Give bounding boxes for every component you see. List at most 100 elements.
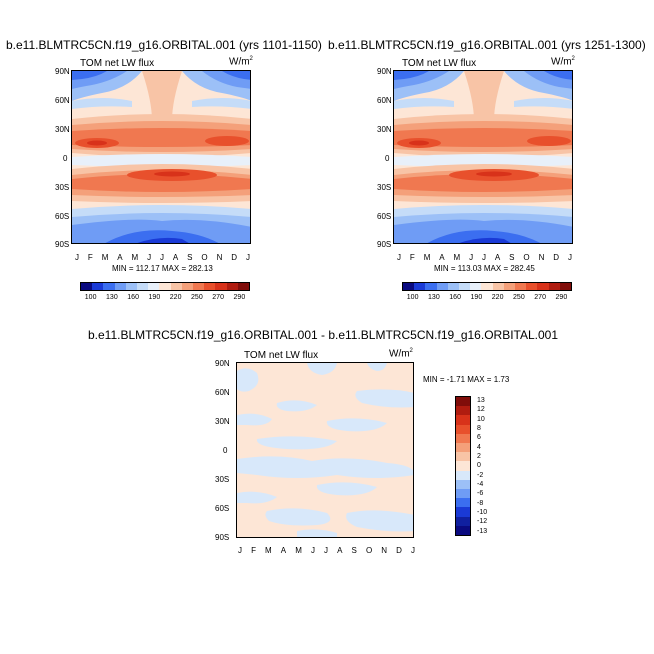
- colorbar-swatch: [470, 283, 482, 290]
- colorbar-swatch: [181, 283, 194, 290]
- panel2-colorbar: [402, 282, 572, 291]
- panel2-colorbar-label: 250: [513, 294, 525, 301]
- panel2-title: b.e11.BLMTRC5CN.f19_g16.ORBITAL.001 (yrs…: [328, 38, 646, 52]
- panel3-y-tick: 30N: [215, 417, 230, 426]
- panel1-y-tick: 60N: [55, 96, 70, 105]
- panel2-colorbar-label: 270: [534, 294, 546, 301]
- colorbar-swatch: [114, 283, 126, 290]
- colorbar-swatch: [456, 452, 470, 462]
- panel2-x-tick: F: [409, 253, 415, 262]
- panel3-x-tick: M: [265, 546, 272, 555]
- colorbar-swatch: [215, 283, 227, 290]
- panel2-min-max: MIN = 113.03 MAX = 282.45: [434, 264, 535, 273]
- panel1-x-tick: M: [101, 253, 109, 262]
- panel2-x-tick: J: [469, 253, 474, 262]
- panel1-colorbar-label: 270: [212, 294, 224, 301]
- colorbar-swatch: [456, 406, 470, 416]
- colorbar-swatch: [481, 283, 493, 290]
- panel2-y-tick: 90S: [377, 240, 392, 249]
- panel2-x-tick: A: [439, 253, 445, 262]
- panel3-plot-area: [236, 362, 414, 538]
- panel1-x-tick: F: [87, 253, 93, 262]
- panel3-x-tick: A: [337, 546, 343, 555]
- panel1-colorbar-label: 190: [148, 294, 161, 301]
- panel2-x-tick: M: [423, 253, 431, 262]
- panel1-y-tick: 90N: [55, 67, 70, 76]
- panel2-contour-field: [394, 71, 572, 243]
- panel3-y-tick: 90S: [215, 533, 230, 542]
- colorbar-swatch: [456, 443, 470, 453]
- colorbar-swatch: [526, 283, 538, 290]
- panel3-y-tick: 0: [223, 446, 228, 455]
- panel1-colorbar-label: 250: [191, 294, 203, 301]
- panel3-colorbar: [455, 396, 471, 536]
- panel3-x-tick: J: [310, 546, 315, 555]
- colorbar-swatch: [204, 283, 216, 290]
- panel3-colorbar-label: -6: [477, 490, 484, 498]
- colorbar-swatch: [137, 283, 149, 290]
- panel3-x-tick: N: [381, 546, 388, 555]
- panel3-variable-label: TOM net LW flux: [244, 350, 319, 361]
- panel1-x-tick: M: [131, 253, 139, 262]
- panel3-x-tick: F: [251, 546, 256, 555]
- panel1-x-tick: D: [231, 253, 238, 262]
- colorbar-swatch: [456, 415, 470, 425]
- panel2-colorbar-label: 100: [406, 294, 419, 301]
- colorbar-swatch: [503, 283, 516, 290]
- panel2-colorbar-label: 290: [555, 294, 568, 301]
- panel3-colorbar-label: 0: [477, 462, 481, 470]
- panel3-colorbar-label: 8: [477, 425, 481, 433]
- panel1-plot-area: [71, 70, 251, 244]
- panel1-x-tick: J: [160, 253, 165, 262]
- panel2-y-tick: 30N: [377, 125, 392, 134]
- panel3-colorbar-label: -13: [477, 527, 488, 535]
- panel3-units-label: W/m2: [389, 348, 413, 360]
- panel3-colorbar-label: -10: [477, 509, 488, 517]
- panel2-x-tick: S: [509, 253, 515, 262]
- panel2-units-label: W/m2: [551, 56, 575, 68]
- panel1-title: b.e11.BLMTRC5CN.f19_g16.ORBITAL.001 (yrs…: [6, 38, 322, 52]
- panel1-x-tick: J: [245, 253, 250, 262]
- panel2-y-tick: 90N: [377, 67, 392, 76]
- panel2-x-tick: J: [397, 253, 401, 262]
- colorbar-swatch: [237, 283, 250, 290]
- colorbar-swatch: [456, 516, 470, 526]
- colorbar-swatch: [492, 283, 504, 290]
- colorbar-swatch: [414, 283, 426, 290]
- panel2-x-tick: D: [553, 253, 560, 262]
- colorbar-swatch: [81, 283, 93, 290]
- panel2-colorbar-label: 220: [491, 294, 504, 301]
- panel1-y-tick: 90S: [55, 240, 70, 249]
- panel1-x-tick: O: [201, 253, 208, 262]
- panel3-y-tick: 60S: [215, 504, 230, 513]
- panel2-y-tick: 60N: [377, 96, 392, 105]
- panel1-colorbar-label: 160: [127, 294, 139, 301]
- colorbar-swatch: [537, 283, 549, 290]
- panel2-colorbar-label: 190: [470, 294, 483, 301]
- panel3-x-tick: O: [365, 546, 373, 555]
- colorbar-swatch: [456, 525, 470, 536]
- panel2-x-tick: J: [567, 253, 572, 262]
- panel3-colorbar-label: -8: [477, 499, 484, 507]
- panel1-colorbar-label: 220: [169, 294, 182, 301]
- panel3-colorbar-label: -2: [477, 471, 484, 479]
- panel1-x-tick: J: [75, 253, 79, 262]
- colorbar-swatch: [456, 498, 470, 508]
- panel3-colorbar-label: 2: [477, 453, 481, 461]
- colorbar-swatch: [456, 479, 470, 490]
- panel2-plot-area: [393, 70, 573, 244]
- colorbar-swatch: [193, 283, 205, 290]
- panel1-x-ticks: J F M A M J J A S O N D J: [75, 253, 250, 262]
- panel3-x-tick: J: [238, 546, 242, 555]
- colorbar-swatch: [515, 283, 527, 290]
- panel2-x-tick: A: [494, 253, 501, 262]
- panel1-colorbar-labels: 100 130 160 190 220 250 270 290: [80, 294, 250, 301]
- panel3-y-tick: 90N: [215, 359, 230, 368]
- panel1-y-tick: 30N: [55, 125, 70, 134]
- colorbar-swatch: [125, 283, 138, 290]
- panel2-colorbar-labels: 100 130 160 190 220 250 270 290: [402, 294, 572, 301]
- panel1-y-tick: 0: [63, 154, 68, 163]
- panel2-variable-label: TOM net LW flux: [402, 58, 477, 69]
- panel3-y-tick: 60N: [215, 388, 230, 397]
- colorbar-swatch: [159, 283, 171, 290]
